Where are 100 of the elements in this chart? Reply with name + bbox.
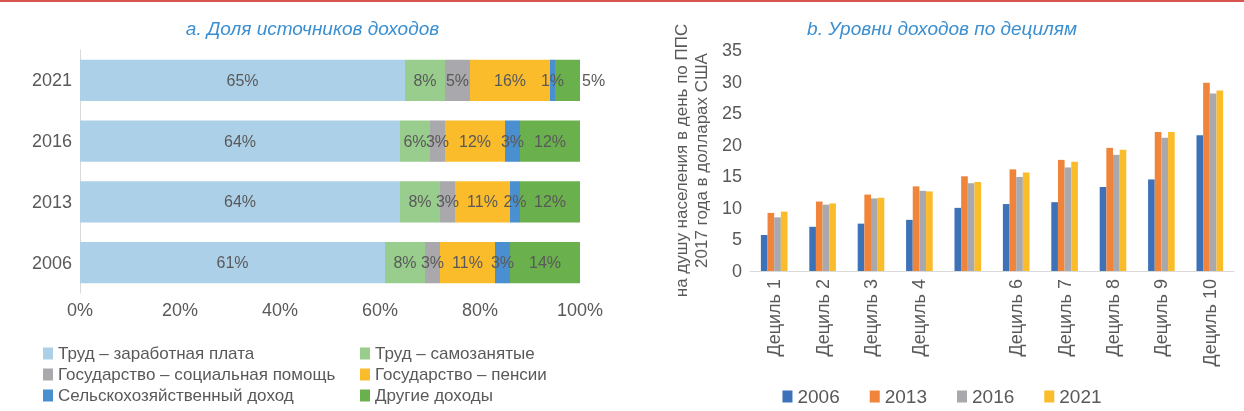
bar xyxy=(80,181,400,223)
chart-title: a. Доля источников доходов xyxy=(185,18,440,39)
y-tick-label: 2016 xyxy=(31,131,72,152)
bar xyxy=(974,181,982,271)
bar xyxy=(912,186,920,271)
legend-label: Государство – социальная помощь xyxy=(58,365,336,384)
bar xyxy=(780,211,788,271)
data-label: 65% xyxy=(226,71,259,89)
bar xyxy=(1203,82,1210,271)
x-tick-label: 60% xyxy=(361,300,399,320)
legend-label: Другие доходы xyxy=(375,386,493,405)
bar xyxy=(822,204,830,271)
y-tick-label: 2021 xyxy=(31,70,72,91)
legend-label: Труд – самозанятые xyxy=(375,344,535,363)
x-tick-label: Дециль 4 xyxy=(909,279,930,357)
bar xyxy=(1168,132,1175,271)
bar xyxy=(760,235,768,271)
x-tick-label: 0% xyxy=(66,300,94,320)
x-tick-label: Дециль 1 xyxy=(764,279,785,357)
legend-label: 2006 xyxy=(797,386,840,407)
x-tick-label: Дециль 8 xyxy=(1103,279,1123,357)
data-label: 1% xyxy=(540,71,565,89)
bar xyxy=(906,219,913,271)
data-label: 5% xyxy=(582,71,606,89)
data-label: 16% xyxy=(493,71,527,89)
legend-label: Государство – пенсии xyxy=(375,365,547,384)
data-label: 6% xyxy=(403,132,427,150)
bar xyxy=(1071,161,1078,271)
y-tick-label: 30 xyxy=(721,71,742,92)
legend-label: Сельскохозяйственный доход xyxy=(58,386,294,405)
bar xyxy=(80,241,385,284)
data-label: 12% xyxy=(533,132,567,150)
bar xyxy=(767,212,775,271)
data-label: 11% xyxy=(452,254,483,272)
bar xyxy=(1216,90,1224,271)
bar xyxy=(815,201,823,271)
y-tick-label: 0 xyxy=(731,261,742,281)
y-tick-label: 2006 xyxy=(31,252,72,273)
bar xyxy=(1119,149,1127,271)
bar xyxy=(1161,137,1169,271)
x-tick-label: 20% xyxy=(161,300,199,320)
data-label: 8% xyxy=(413,71,437,89)
data-label: 61% xyxy=(216,254,249,272)
data-label: 5% xyxy=(445,71,470,89)
y-tick-label: 2013 xyxy=(31,191,72,212)
bar xyxy=(1106,147,1113,271)
x-tick-label: Дециль 2 xyxy=(812,279,833,357)
bar xyxy=(809,226,816,271)
bar xyxy=(864,194,871,271)
data-label: 2% xyxy=(503,193,527,211)
bar xyxy=(1148,179,1155,271)
y-tick-label: 5 xyxy=(731,229,742,250)
x-tick-label: 40% xyxy=(261,300,299,320)
data-label: 8% xyxy=(408,193,432,211)
bar xyxy=(961,176,968,271)
bar xyxy=(919,190,927,271)
bar xyxy=(1113,154,1120,271)
y-tick-label: 20 xyxy=(721,134,742,155)
bar xyxy=(1209,93,1217,271)
legend-label: 2021 xyxy=(1059,386,1102,407)
bar xyxy=(857,223,865,271)
y-tick-label: 25 xyxy=(721,103,742,124)
bar xyxy=(1022,172,1030,271)
data-label: 12% xyxy=(533,193,567,211)
legend-label: 2016 xyxy=(972,386,1015,407)
bar xyxy=(1016,176,1023,271)
data-label: 14% xyxy=(528,254,562,272)
bar xyxy=(926,191,933,271)
x-tick-label: Дециль 6 xyxy=(1006,279,1027,357)
bar xyxy=(1057,159,1065,271)
y-axis-title: на душу населения в день по ППС 2017 года в долларах США xyxy=(671,23,711,298)
bar xyxy=(1064,167,1072,271)
data-label: 11% xyxy=(467,193,498,211)
x-tick-label: Дециль 7 xyxy=(1054,279,1075,357)
x-tick-label: Дециль 9 xyxy=(1151,279,1172,357)
x-tick-label: Дециль 10 xyxy=(1199,279,1220,367)
y-tick-label: 15 xyxy=(721,166,742,187)
bar xyxy=(877,197,885,271)
legend-label: 2013 xyxy=(884,386,928,407)
x-tick-label: 100% xyxy=(556,300,604,320)
bar xyxy=(1099,187,1107,271)
bar xyxy=(954,207,962,271)
bar xyxy=(1051,202,1058,271)
bar xyxy=(1196,135,1204,271)
y-tick-label: 35 xyxy=(721,40,742,60)
data-label: 8% xyxy=(393,254,417,272)
bar xyxy=(1002,204,1010,271)
bar xyxy=(829,203,836,271)
bar xyxy=(967,183,975,271)
data-label: 12% xyxy=(458,132,492,150)
x-tick-label: Дециль 3 xyxy=(861,279,881,357)
chart-title: b. Уровни доходов по децилям xyxy=(807,18,1077,39)
legend-label: Труд – заработная плата xyxy=(58,344,255,363)
y-tick-label: 10 xyxy=(721,197,742,218)
bar xyxy=(774,217,781,271)
bar xyxy=(1154,132,1162,271)
bar xyxy=(871,198,878,271)
bar xyxy=(80,120,400,162)
data-label: 64% xyxy=(223,132,257,150)
x-tick-label: 80% xyxy=(461,300,499,320)
